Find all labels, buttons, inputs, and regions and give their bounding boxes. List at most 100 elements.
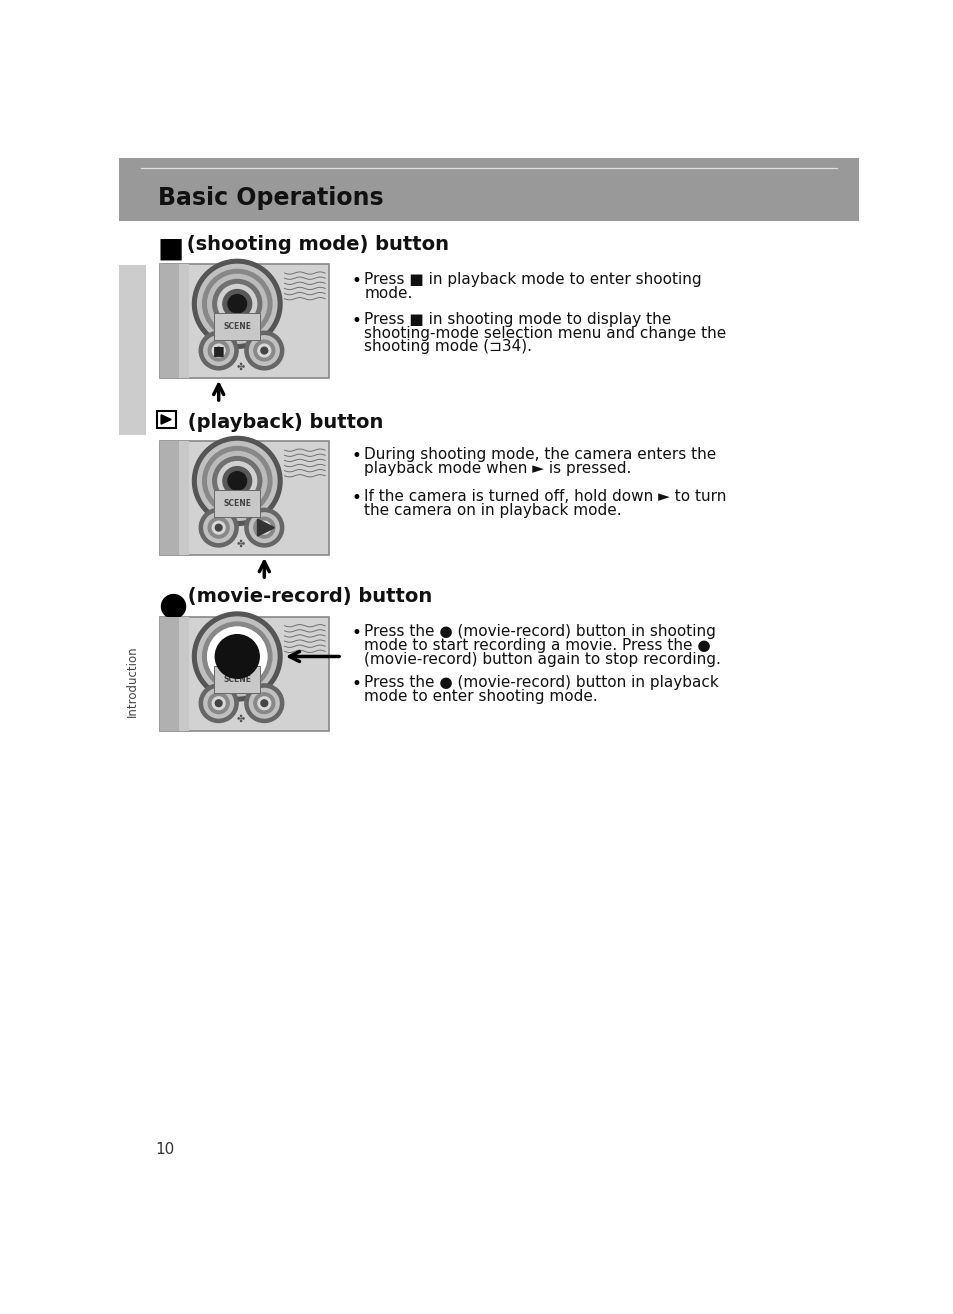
Circle shape <box>249 336 279 365</box>
Circle shape <box>223 289 252 318</box>
Text: ✤: ✤ <box>236 361 245 372</box>
Text: 10: 10 <box>154 1142 174 1156</box>
Circle shape <box>208 627 267 686</box>
Circle shape <box>202 447 272 515</box>
Circle shape <box>249 689 279 717</box>
Circle shape <box>208 340 229 361</box>
Text: shooting-mode selection menu and change the: shooting-mode selection menu and change … <box>364 326 725 340</box>
Circle shape <box>202 269 272 338</box>
Circle shape <box>253 518 274 537</box>
Circle shape <box>215 635 259 678</box>
Bar <box>179 442 189 555</box>
Circle shape <box>217 637 256 675</box>
Circle shape <box>217 461 256 501</box>
Circle shape <box>204 336 233 365</box>
Bar <box>179 616 189 731</box>
Circle shape <box>204 512 233 543</box>
Text: Introduction: Introduction <box>126 645 139 717</box>
Text: •: • <box>352 675 361 692</box>
Text: (playback) button: (playback) button <box>181 414 383 432</box>
Bar <box>119 265 146 435</box>
Circle shape <box>208 275 267 334</box>
Text: playback mode when ► is pressed.: playback mode when ► is pressed. <box>364 461 631 476</box>
Circle shape <box>215 700 222 707</box>
Circle shape <box>249 512 279 543</box>
Text: •: • <box>352 311 361 330</box>
Circle shape <box>228 472 246 490</box>
Text: During shooting mode, the camera enters the: During shooting mode, the camera enters … <box>364 447 716 463</box>
Circle shape <box>193 259 282 348</box>
Polygon shape <box>257 519 274 536</box>
Circle shape <box>215 347 222 353</box>
Circle shape <box>245 683 283 723</box>
FancyBboxPatch shape <box>157 411 175 428</box>
Circle shape <box>253 692 274 714</box>
Circle shape <box>257 696 271 710</box>
Circle shape <box>212 344 225 357</box>
Text: Press the ● (movie-record) button in playback: Press the ● (movie-record) button in pla… <box>364 675 719 690</box>
Circle shape <box>199 509 238 547</box>
Text: shooting mode (⊐34).: shooting mode (⊐34). <box>364 339 532 355</box>
Text: SCENE: SCENE <box>223 322 251 331</box>
Text: (shooting mode) button: (shooting mode) button <box>179 235 448 254</box>
Circle shape <box>212 522 225 533</box>
Circle shape <box>202 622 272 691</box>
Circle shape <box>199 331 238 369</box>
Text: mode to enter shooting mode.: mode to enter shooting mode. <box>364 689 598 704</box>
Text: SCENE: SCENE <box>223 675 251 683</box>
Text: ✤: ✤ <box>236 715 245 724</box>
Circle shape <box>215 524 222 531</box>
Bar <box>159 442 328 555</box>
Circle shape <box>213 456 261 506</box>
Circle shape <box>228 648 246 666</box>
Polygon shape <box>161 415 171 424</box>
Circle shape <box>204 689 233 717</box>
Bar <box>179 264 189 378</box>
Circle shape <box>199 683 238 723</box>
Text: (movie-record) button again to stop recording.: (movie-record) button again to stop reco… <box>364 652 720 668</box>
Circle shape <box>261 347 268 353</box>
Circle shape <box>193 436 282 526</box>
Text: •: • <box>352 489 361 507</box>
Circle shape <box>217 285 256 323</box>
Text: •: • <box>352 272 361 289</box>
Text: mode.: mode. <box>364 285 412 301</box>
Circle shape <box>245 331 283 369</box>
Circle shape <box>213 280 261 328</box>
Bar <box>119 158 858 221</box>
Circle shape <box>208 518 229 537</box>
Circle shape <box>261 524 268 531</box>
Circle shape <box>223 466 252 495</box>
Text: ■: ■ <box>213 344 224 357</box>
Bar <box>159 616 179 731</box>
Circle shape <box>193 612 282 700</box>
Text: •: • <box>352 624 361 643</box>
Circle shape <box>208 627 267 686</box>
Circle shape <box>197 264 276 343</box>
Text: mode to start recording a movie. Press the ●: mode to start recording a movie. Press t… <box>364 639 710 653</box>
Circle shape <box>245 509 283 547</box>
Bar <box>159 264 179 378</box>
Circle shape <box>223 643 252 670</box>
Circle shape <box>261 700 268 707</box>
Text: SCENE: SCENE <box>223 499 251 509</box>
Bar <box>159 616 328 731</box>
Circle shape <box>213 632 261 681</box>
Circle shape <box>212 696 225 710</box>
Text: ●: ● <box>158 589 187 622</box>
Circle shape <box>197 618 276 696</box>
Text: If the camera is turned off, hold down ► to turn: If the camera is turned off, hold down ►… <box>364 489 726 503</box>
Circle shape <box>228 294 246 313</box>
Text: Press ■ in playback mode to enter shooting: Press ■ in playback mode to enter shooti… <box>364 272 701 286</box>
Bar <box>159 442 179 555</box>
Circle shape <box>257 522 271 533</box>
Bar <box>159 264 328 378</box>
Text: Press the ● (movie-record) button in shooting: Press the ● (movie-record) button in sho… <box>364 624 716 640</box>
Text: Basic Operations: Basic Operations <box>158 185 383 210</box>
Circle shape <box>208 452 267 510</box>
Text: ■: ■ <box>158 235 184 263</box>
Circle shape <box>253 340 274 361</box>
Text: ✤: ✤ <box>236 539 245 549</box>
Circle shape <box>208 692 229 714</box>
Text: (movie-record) button: (movie-record) button <box>181 587 432 606</box>
